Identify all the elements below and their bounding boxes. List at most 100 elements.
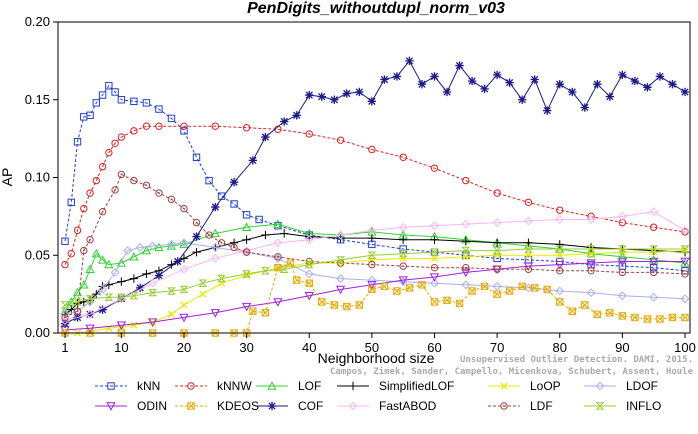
point-cof [680, 87, 690, 97]
point-ldf-dot [590, 269, 592, 272]
point-cof [367, 97, 377, 106]
point-ldf-dot [277, 255, 279, 258]
legend-label-odin: ODIN [137, 399, 167, 413]
point-odin [241, 302, 252, 312]
point-ldf [462, 263, 470, 272]
point-inflo [304, 260, 314, 269]
point-ldf [167, 195, 176, 203]
point-fastabod [649, 207, 659, 217]
point-odin [367, 281, 377, 290]
point-loop [167, 310, 176, 318]
point-cof [442, 87, 452, 97]
point-ldf-dot [370, 263, 373, 266]
point-ldf [618, 268, 627, 277]
point-ldof [617, 291, 627, 301]
point-knnw [242, 124, 251, 132]
point-inflo [367, 251, 377, 259]
point-knn [67, 198, 75, 207]
point-knnw [61, 260, 69, 269]
point-simplifiedlof [367, 233, 377, 243]
point-simplifiedlof [279, 229, 289, 238]
point-ldf-dot [220, 241, 223, 244]
point-knnw [211, 122, 220, 130]
point-ldf [587, 267, 595, 275]
point-ldf [142, 181, 151, 189]
point-kdeos [643, 315, 652, 323]
point-kdeos [530, 284, 539, 292]
point-ldof [123, 246, 133, 255]
point-cof [605, 92, 615, 101]
point-knn [399, 245, 407, 253]
legend-marker-inflo [595, 402, 605, 410]
y-axis: 0.00 0.05 0.10 0.15 0.20 [25, 14, 58, 340]
point-cof [211, 202, 220, 212]
point-ldf-dot [76, 310, 79, 313]
point-kdeos [330, 301, 338, 309]
point-inflo [617, 245, 627, 253]
point-knnw [556, 206, 564, 214]
point-inflo [242, 270, 252, 278]
point-inflo [167, 287, 176, 295]
point-lof [617, 251, 628, 261]
point-cof [593, 80, 602, 89]
point-cof [618, 70, 627, 80]
point-cof [480, 84, 489, 94]
point-ldf-dot [496, 268, 499, 271]
point-ldof [461, 280, 471, 290]
point-simplifiedlof [649, 246, 658, 255]
legend-marker-knnw [187, 382, 195, 390]
point-ldf-dot [114, 189, 117, 191]
point-fastabod [555, 215, 565, 224]
point-inflo [430, 248, 439, 256]
point-ldf [217, 239, 226, 247]
point-ldf [462, 263, 470, 272]
point-fastabod [210, 253, 220, 263]
point-kdeos [493, 290, 501, 298]
point-knnw [117, 133, 126, 141]
point-knnw [524, 198, 533, 207]
point-odin [555, 260, 565, 270]
point-knnw [117, 133, 126, 141]
point-odin [680, 257, 690, 267]
point-knnw [305, 130, 313, 138]
point-knn [111, 88, 119, 96]
point-cof [192, 232, 201, 241]
point-ldf [230, 243, 238, 252]
point-cof [618, 70, 627, 80]
point-cof [317, 92, 326, 101]
point-knnw [73, 226, 82, 235]
point-loop [556, 251, 564, 259]
x-tick-label: 10 [114, 340, 128, 355]
point-knn [142, 99, 151, 107]
point-knnw [649, 223, 658, 231]
point-ldof [367, 275, 377, 285]
point-ldf-dot [527, 268, 530, 271]
point-kdeos [468, 287, 476, 295]
legend-item-lof: LOF [256, 379, 321, 393]
point-kdeos [261, 309, 270, 317]
point-ldof [367, 275, 377, 285]
point-kdeos [286, 259, 295, 267]
point-ldf [73, 307, 82, 315]
point-knn [98, 91, 107, 99]
point-ldf [681, 270, 689, 278]
point-ldf-dot [183, 207, 185, 210]
point-fastabod [461, 219, 471, 229]
point-ldof [336, 274, 345, 283]
point-ldof [210, 243, 220, 252]
point-ldf [230, 243, 238, 252]
point-ldf [180, 204, 188, 213]
x-tick-label: 100 [674, 340, 696, 355]
point-lof [210, 228, 220, 238]
point-kdeos [518, 282, 526, 290]
point-kdeos [468, 287, 476, 295]
point-simplifiedlof [192, 247, 201, 257]
point-inflo [60, 301, 70, 309]
point-kdeos [668, 313, 677, 322]
point-loop [430, 254, 439, 263]
point-kdeos [480, 282, 489, 291]
point-ldf-dot [145, 184, 148, 187]
point-fastabod [210, 253, 220, 263]
point-ldf-dot [652, 271, 655, 274]
